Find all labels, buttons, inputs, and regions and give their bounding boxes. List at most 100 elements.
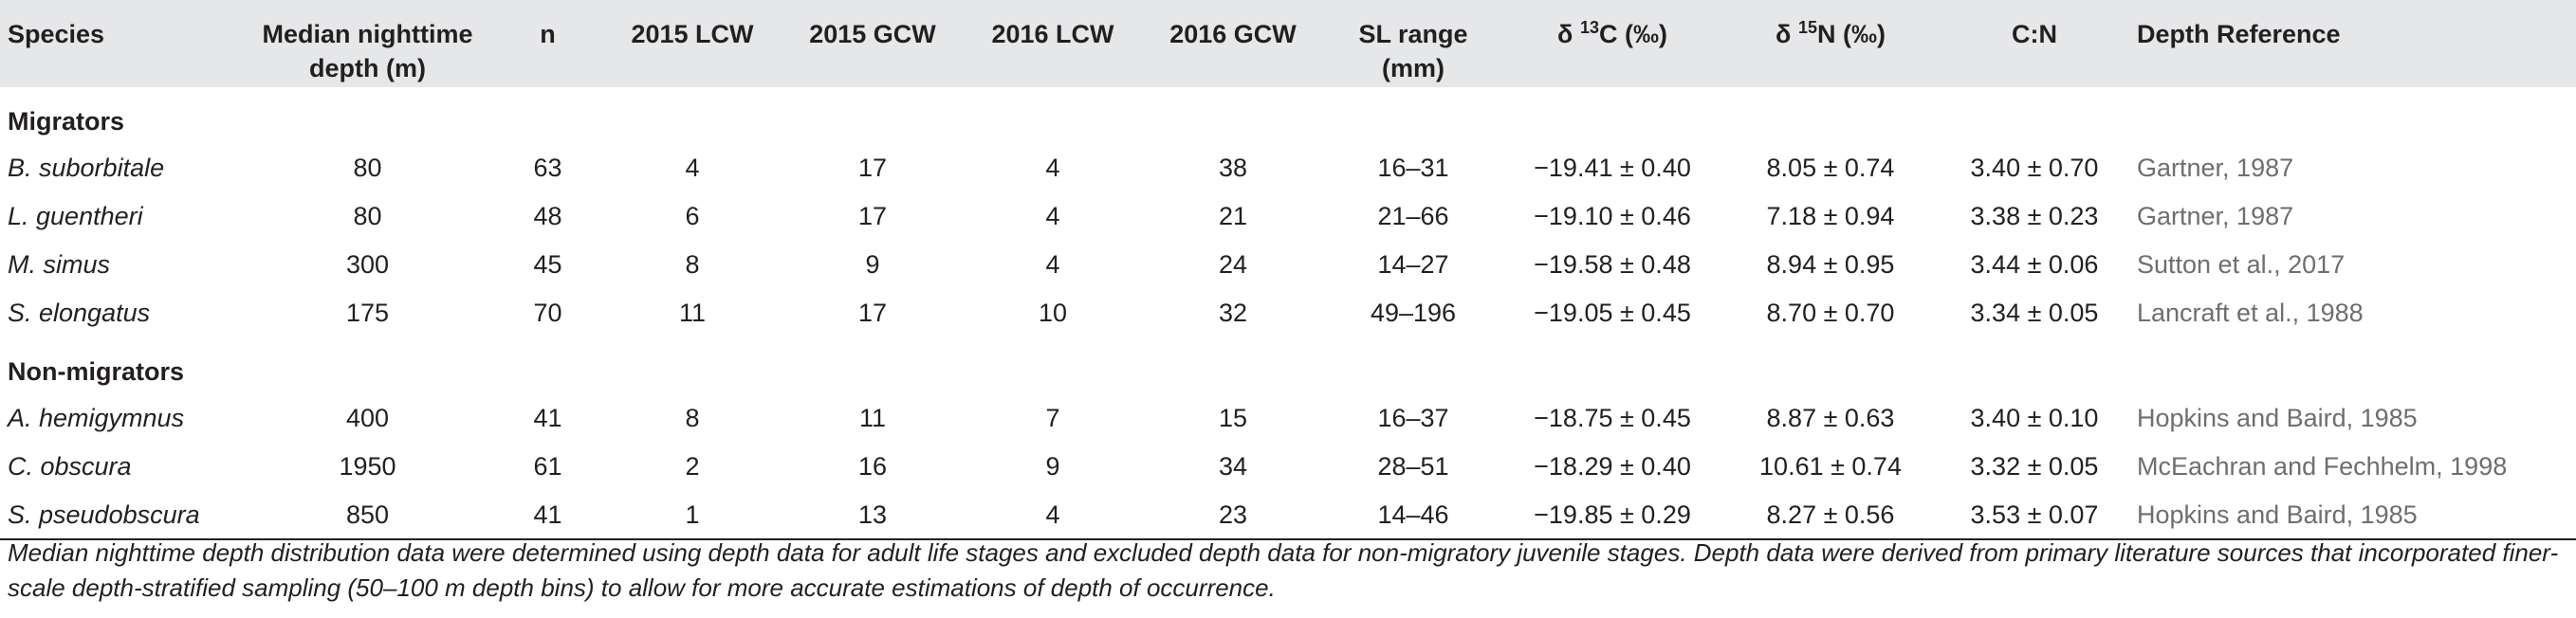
cell-gcw2016: 21 [1218, 202, 1248, 230]
header-2016-lcw: 2016 LCW [991, 20, 1114, 48]
cell-gcw2015: 9 [865, 250, 880, 279]
cell-cn: 3.32 ± 0.05 [1970, 452, 2099, 481]
cell-ref: Gartner, 1987 [2137, 202, 2294, 230]
header-d15n-suffix: N (‰) [1816, 20, 1886, 48]
header-row: Species Median nighttime depth (m) n 201… [0, 0, 2576, 87]
header-2015-gcw: 2015 GCW [809, 20, 936, 48]
header-d13c-prefix: δ [1557, 20, 1580, 48]
cell-cn: 3.40 ± 0.70 [1970, 154, 2099, 182]
cell-d15n: 8.94 ± 0.95 [1766, 250, 1895, 279]
cell-gcw2016: 15 [1218, 404, 1248, 432]
cell-d13c: −18.75 ± 0.45 [1534, 404, 1691, 432]
cell-species: S. elongatus [8, 299, 151, 327]
species-isotope-table: Species Median nighttime depth (m) n 201… [0, 0, 2576, 540]
header-d15n-prefix: δ [1776, 20, 1798, 48]
cell-lcw2015: 8 [685, 250, 700, 279]
cell-cn: 3.53 ± 0.07 [1940, 491, 2129, 540]
header-depth: Median nighttime depth (m) [262, 20, 473, 82]
cell-gcw2015: 13 [782, 491, 963, 540]
header-sl-range: SL range (mm) [1358, 20, 1468, 82]
cell-d15n: 8.70 ± 0.70 [1766, 299, 1895, 327]
cell-gcw2016: 38 [1218, 154, 1248, 182]
header-d13c: δ 13C (‰) [1503, 0, 1721, 87]
cell-lcw2016: 10 [1038, 299, 1068, 327]
table-row: M. simus 300 45 8 9 4 24 14–27 −19.58 ± 0.48 8.94… [0, 241, 2576, 289]
cell-lcw2015: 11 [678, 299, 707, 327]
header-d13c-suffix: C (‰) [1598, 20, 1667, 48]
cell-lcw2015: 1 [602, 491, 782, 540]
cell-d13c: −19.85 ± 0.29 [1503, 491, 1721, 540]
cell-n: 41 [533, 404, 562, 432]
cell-depth: 175 [345, 299, 390, 327]
header-d13c-sup: 13 [1579, 18, 1599, 37]
cell-d13c: −19.10 ± 0.46 [1534, 202, 1691, 230]
cell-ref: Hopkins and Baird, 1985 [2137, 404, 2418, 432]
group-label: Migrators [8, 107, 125, 136]
cell-ref: Gartner, 1987 [2137, 154, 2294, 182]
cell-lcw2015: 8 [685, 404, 700, 432]
cell-d13c: −18.29 ± 0.40 [1534, 452, 1691, 481]
cell-gcw2016: 23 [1143, 491, 1323, 540]
table-footnote: Median nighttime depth distribution data… [8, 538, 2559, 602]
cell-d15n: 8.27 ± 0.56 [1721, 491, 1940, 540]
header-n: n [540, 20, 556, 48]
cell-sl: 21–66 [1377, 202, 1449, 230]
cell-d13c: −19.41 ± 0.40 [1534, 154, 1691, 182]
header-2015-lcw: 2015 LCW [631, 20, 754, 48]
cell-gcw2015: 17 [857, 202, 888, 230]
cell-species: L. guentheri [8, 202, 143, 230]
cell-cn: 3.38 ± 0.23 [1970, 202, 2099, 230]
cell-gcw2016: 34 [1218, 452, 1248, 481]
header-depth-reference: Depth Reference [2137, 20, 2341, 48]
cell-sl: 28–51 [1377, 452, 1449, 481]
header-d15n-sup: 15 [1797, 18, 1817, 37]
group-row: Non-migrators [0, 337, 2576, 394]
cell-gcw2015: 16 [857, 452, 888, 481]
cell-lcw2016: 4 [1045, 250, 1060, 279]
cell-lcw2015: 2 [685, 452, 700, 481]
cell-species: B. suborbitale [8, 154, 165, 182]
cell-n: 41 [493, 491, 602, 540]
cell-n: 61 [533, 452, 562, 481]
header-cn: C:N [2012, 20, 2057, 48]
table-row: S. elongatus 175 70 11 17 10 32 49–196 −19.05 ± … [0, 289, 2576, 337]
cell-d13c: −19.05 ± 0.45 [1534, 299, 1691, 327]
header-d15n: δ 15N (‰) [1721, 0, 1940, 87]
cell-lcw2015: 6 [685, 202, 700, 230]
header-2016-gcw: 2016 GCW [1169, 20, 1297, 48]
cell-n: 63 [533, 154, 562, 182]
cell-n: 70 [533, 299, 562, 327]
table-body: Migrators B. suborbitale 80 63 4 17 4 38 16–31 −1… [0, 87, 2576, 540]
cell-d15n: 10.61 ± 0.74 [1759, 452, 1902, 481]
cell-gcw2015: 11 [858, 404, 887, 432]
cell-cn: 3.34 ± 0.05 [1970, 299, 2099, 327]
cell-gcw2015: 17 [857, 299, 888, 327]
cell-depth: 1950 [339, 452, 396, 481]
cell-lcw2016: 4 [1045, 202, 1060, 230]
cell-species: A. hemigymnus [8, 404, 185, 432]
cell-d15n: 7.18 ± 0.94 [1766, 202, 1895, 230]
cell-depth: 850 [242, 491, 493, 540]
table-row: A. hemigymnus 400 41 8 11 7 15 16–37 −18.75 ± 0.… [0, 394, 2576, 443]
cell-d15n: 8.87 ± 0.63 [1766, 404, 1895, 432]
group-row: Migrators [0, 87, 2576, 144]
cell-n: 48 [533, 202, 562, 230]
cell-gcw2016: 32 [1218, 299, 1248, 327]
table-row: C. obscura 1950 61 2 16 9 34 28–51 −18.29 ± 0.40… [0, 443, 2576, 491]
cell-gcw2016: 24 [1218, 250, 1248, 279]
cell-depth: 80 [353, 202, 382, 230]
cell-cn: 3.44 ± 0.06 [1970, 250, 2099, 279]
cell-species: C. obscura [8, 452, 132, 481]
cell-ref: Hopkins and Baird, 1985 [2129, 491, 2576, 540]
table-row: B. suborbitale 80 63 4 17 4 38 16–31 −19.41 ± 0.… [0, 144, 2576, 192]
cell-depth: 300 [345, 250, 390, 279]
cell-species: M. simus [8, 250, 110, 279]
cell-species: S. pseudobscura [0, 491, 242, 540]
cell-depth: 80 [353, 154, 382, 182]
cell-cn: 3.40 ± 0.10 [1970, 404, 2099, 432]
cell-sl: 14–27 [1377, 250, 1449, 279]
cell-lcw2016: 9 [1045, 452, 1060, 481]
table-row: L. guentheri 80 48 6 17 4 21 21–66 −19.10 ± 0.46… [0, 192, 2576, 241]
table-row: S. pseudobscura 850 41 1 13 4 23 14–46 −19.85 ± … [0, 491, 2576, 540]
cell-n: 45 [533, 250, 562, 279]
